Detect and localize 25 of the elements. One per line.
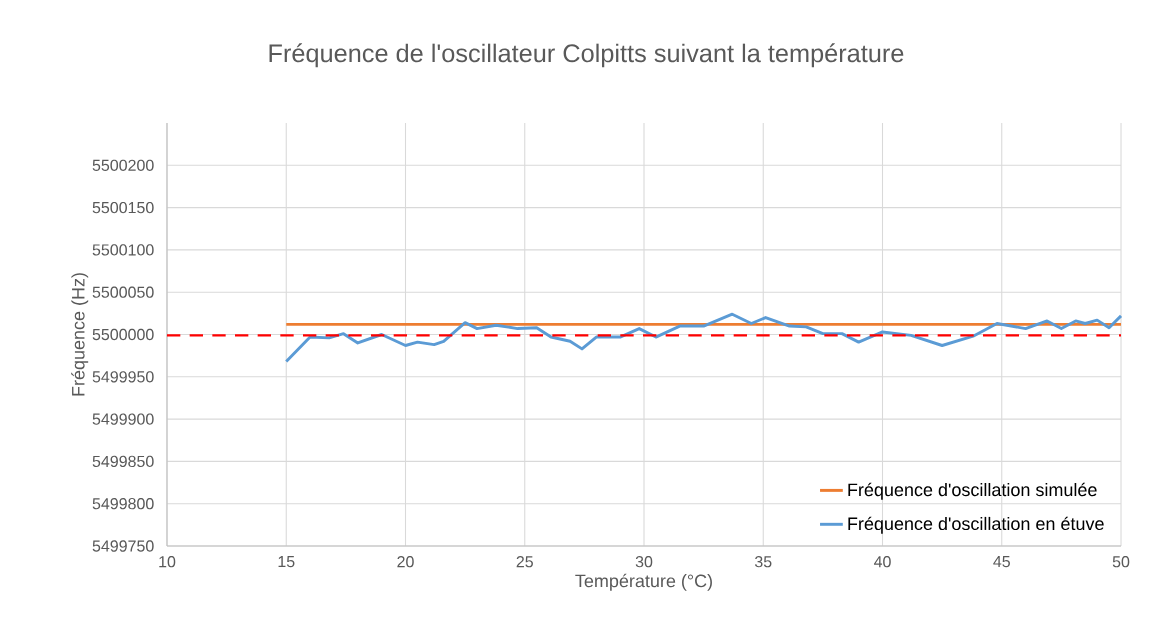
x-tick-label: 15 [278, 556, 295, 568]
y-tick-label: 5500050 [92, 286, 154, 298]
y-tick-label: 5500200 [92, 159, 154, 171]
y-tick-label: 5499750 [92, 540, 154, 552]
y-tick-label: 5500100 [92, 244, 154, 256]
y-tick-label: 5500150 [92, 201, 154, 214]
y-axis-title: Fréquence (Hz) [71, 273, 89, 396]
x-tick-label: 10 [159, 556, 176, 568]
x-tick-label: 40 [873, 556, 891, 568]
x-tick-label: 35 [754, 556, 772, 568]
x-tick-label: 45 [993, 556, 1010, 568]
x-tick-label: 30 [635, 556, 653, 568]
y-tick-label: 5499800 [92, 498, 154, 510]
x-tick-label: 20 [397, 556, 414, 568]
chart-title: Fréquence de l'oscillateur Colpitts suivant la température [269, 43, 904, 68]
y-tick-label: 5499900 [92, 413, 154, 425]
y-tick-label: 5499950 [92, 371, 154, 383]
x-tick-label: 25 [516, 556, 533, 568]
x-axis-title: Température (°C) [575, 573, 712, 591]
legend-label: Fréquence d'oscillation simulée [848, 482, 1097, 500]
x-tick-label: 50 [1112, 556, 1130, 568]
legend-label: Fréquence d'oscillation en étuve [848, 516, 1104, 534]
y-tick-label: 5499850 [92, 455, 154, 468]
y-tick-label: 5500000 [92, 328, 154, 341]
line-series [284, 312, 1123, 364]
